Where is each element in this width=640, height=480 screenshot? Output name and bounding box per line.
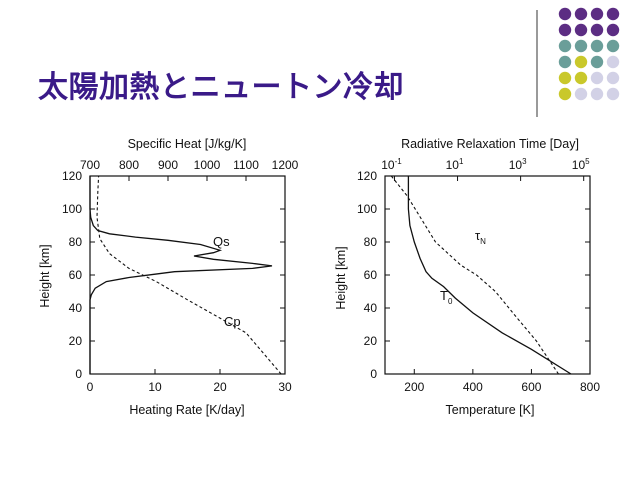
decorative-dot <box>606 71 620 85</box>
right-y-axis-title: Height [km] <box>334 246 348 309</box>
top-tick-label: 101 <box>446 157 464 172</box>
right-top-axis-title: Radiative Relaxation Time [Day] <box>401 137 579 151</box>
left-y-axis-title: Height [km] <box>38 244 52 307</box>
y-tick-label: 40 <box>364 301 378 315</box>
y-tick-label: 20 <box>364 334 378 348</box>
decorative-dot <box>606 7 620 21</box>
top-tick-label: 103 <box>509 157 527 172</box>
series-cp-label: Cp <box>224 314 241 329</box>
decorative-dot <box>558 71 572 85</box>
series-t0-label-sub: 0 <box>448 297 453 306</box>
decorative-dot-grid <box>558 7 620 101</box>
decorative-dot <box>558 55 572 69</box>
decorative-dot <box>558 23 572 37</box>
decorative-dot <box>558 39 572 53</box>
series-tau-n-label-sub: N <box>480 237 486 246</box>
top-tick-label: 1000 <box>194 158 221 172</box>
decorative-dot <box>606 55 620 69</box>
right-x-axis-title: Temperature [K] <box>446 403 535 417</box>
x-tick-label: 20 <box>213 380 227 394</box>
y-tick-label: 60 <box>364 268 378 282</box>
decorative-dot <box>574 23 588 37</box>
left-top-axis-title: Specific Heat [J/kg/K] <box>128 137 247 151</box>
y-tick-label: 80 <box>69 235 83 249</box>
y-tick-label: 120 <box>62 169 82 183</box>
decorative-dot <box>590 39 604 53</box>
y-tick-label: 0 <box>370 367 377 381</box>
y-tick-label: 40 <box>69 301 83 315</box>
y-tick-label: 60 <box>69 268 83 282</box>
series-tau-n-label-main: τ <box>475 228 481 243</box>
series-t0-label-main: T <box>440 288 448 303</box>
series-tau-n-line <box>390 175 559 375</box>
decorative-dot <box>574 87 588 101</box>
top-tick-label: 1200 <box>272 158 299 172</box>
series-tau-n-label: τN <box>475 228 486 246</box>
right-chart: 0 20 40 60 80 100 120 200 400 600 800 10-1 101 103 1… <box>334 137 600 417</box>
decorative-dot <box>558 7 572 21</box>
series-cp-line <box>96 175 282 375</box>
top-tick-label: 900 <box>158 158 178 172</box>
title-divider <box>536 10 538 117</box>
top-tick-label: 800 <box>119 158 139 172</box>
top-tick-label: 10-1 <box>381 157 402 172</box>
top-tick-label: 105 <box>572 157 590 172</box>
y-tick-label: 80 <box>364 235 378 249</box>
decorative-dot <box>606 87 620 101</box>
series-qs-line <box>89 176 273 374</box>
x-tick-label: 400 <box>463 380 483 394</box>
decorative-dot <box>574 7 588 21</box>
series-t0-line <box>407 176 572 375</box>
decorative-dot <box>574 71 588 85</box>
decorative-dot <box>606 39 620 53</box>
series-qs-label: Qs <box>213 234 230 249</box>
top-tick-label: 700 <box>80 158 100 172</box>
decorative-dot <box>590 23 604 37</box>
x-tick-label: 0 <box>87 380 94 394</box>
decorative-dot <box>590 87 604 101</box>
y-tick-label: 100 <box>62 202 82 216</box>
y-tick-label: 120 <box>357 169 377 183</box>
y-tick-label: 100 <box>357 202 377 216</box>
y-tick-label: 0 <box>75 367 82 381</box>
decorative-dot <box>558 87 572 101</box>
series-t0-label: T0 <box>440 288 453 306</box>
decorative-dot <box>590 55 604 69</box>
x-tick-label: 10 <box>148 380 162 394</box>
decorative-dot <box>574 55 588 69</box>
left-x-axis-title: Heating Rate [K/day] <box>129 403 244 417</box>
right-plot-frame <box>384 175 591 375</box>
slide-title: 太陽加熱とニュートン冷却 <box>38 70 404 105</box>
x-tick-label: 30 <box>278 380 292 394</box>
top-tick-label: 1100 <box>233 158 259 172</box>
x-tick-label: 200 <box>404 380 424 394</box>
decorative-dot <box>590 7 604 21</box>
decorative-dot <box>606 23 620 37</box>
x-tick-label: 600 <box>521 380 541 394</box>
decorative-dot <box>574 39 588 53</box>
x-tick-label: 800 <box>580 380 600 394</box>
y-tick-label: 20 <box>69 334 83 348</box>
left-chart: 0 20 40 60 80 100 120 0 10 20 30 700 800 900 1000 110… <box>38 137 299 417</box>
decorative-dot <box>590 71 604 85</box>
